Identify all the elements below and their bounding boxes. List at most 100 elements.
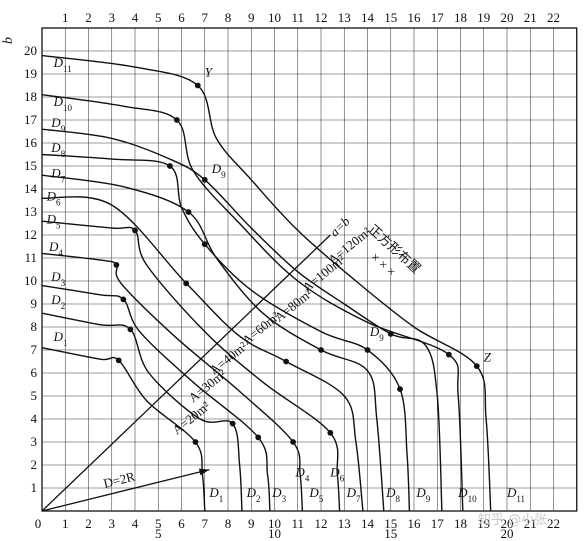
curve-label-subscript: 10: [468, 494, 478, 504]
x-tick-label: 21: [524, 516, 537, 531]
top-tick-label: 12: [315, 10, 328, 25]
curve-d3: [41, 284, 271, 512]
curve-label-subscript: 7: [356, 494, 361, 504]
curve-point-d4: [113, 262, 120, 268]
top-tick-label: 13: [338, 10, 351, 25]
curve-point-d9: [201, 176, 208, 183]
x-tick-label: 18: [454, 516, 467, 531]
curve-label-subscript: 5: [319, 494, 324, 504]
curve-label-subscript: 8: [61, 149, 66, 159]
top-tick-label: 7: [202, 10, 209, 25]
curve-label-letter: D: [50, 269, 61, 284]
curve-label-subscript: 2: [61, 301, 66, 311]
y-tick-label: 11: [24, 250, 37, 265]
curve-label-subscript: 7: [61, 175, 66, 185]
curve-point-d3: [255, 434, 262, 441]
curve-label: D8: [385, 485, 400, 504]
curve-label: D3: [50, 269, 65, 288]
curve-label-subscript: 6: [56, 198, 61, 208]
y-tick-label: 9: [31, 296, 38, 311]
y-tick-label: 14: [24, 181, 38, 196]
curve-label-letter: D: [506, 485, 517, 500]
y-tick-label: 13: [24, 204, 37, 219]
curve-label: D9: [415, 485, 430, 504]
curve-label-letter: D: [308, 485, 319, 500]
top-tick-label: 19: [477, 10, 490, 25]
curve-layer: [41, 54, 492, 512]
top-tick-label: 3: [109, 10, 116, 25]
curve-d4: [41, 252, 304, 512]
tick-labels: 0 1 2 3 4 5 6 7 8 9 10 11 12 13 14 15 16 17 18 19 20 21 221 2 3 4…: [24, 10, 560, 541]
x-tick-label-secondary: 5: [155, 526, 162, 541]
curve-point-d2: [229, 420, 236, 427]
curve-label: D2: [50, 292, 65, 311]
y-tick-label: 19: [24, 66, 37, 81]
curve-label: D11: [53, 55, 72, 74]
x-tick-label: 14: [361, 516, 375, 531]
x-tick-label: 2: [85, 516, 92, 531]
curve-d10: [41, 94, 464, 512]
curve-label: D5: [46, 212, 61, 231]
curve-label-letter: D: [415, 485, 426, 500]
curve-point-d3: [120, 296, 127, 303]
y-tick-label: 6: [31, 365, 38, 380]
curve-d2: [41, 312, 243, 512]
curve-label-letter: D: [329, 465, 340, 480]
curve-label: D6: [46, 189, 61, 208]
curve-label-letter: D: [208, 485, 219, 500]
curve-label: D11: [506, 485, 525, 504]
top-tick-label: 9: [248, 10, 255, 25]
curve-point-d4: [290, 439, 296, 445]
curve-label-subscript: 9: [221, 170, 226, 180]
top-tick-label: 8: [225, 10, 232, 25]
x-tick-label: 13: [338, 516, 351, 531]
x-tick-label: 15: [384, 516, 397, 531]
curve-label: D2: [246, 485, 261, 504]
curve-label-subscript: 4: [305, 474, 310, 484]
curve-label-letter: D: [53, 94, 64, 109]
y-tick-label: 15: [24, 158, 37, 173]
curve-label-letter: D: [50, 115, 61, 130]
curve-point-d2: [127, 326, 134, 333]
curve-label: D10: [457, 485, 477, 504]
curve-point-d1: [192, 439, 199, 445]
curve-label-letter: D: [46, 189, 57, 204]
y-tick-label: 10: [24, 273, 37, 288]
y-tick-label: 17: [24, 112, 38, 127]
curve-label-subscript: 11: [63, 64, 72, 74]
curve-point-d8: [166, 163, 173, 169]
curve-label: D9: [50, 115, 65, 134]
curve-label: D9: [369, 324, 384, 343]
curve-label: D4: [48, 239, 63, 258]
top-tick-label: 5: [155, 10, 162, 25]
x-tick-label: 4: [132, 516, 139, 531]
x-tick-label: 6: [178, 516, 185, 531]
curve-label-subscript: 1: [63, 338, 68, 348]
curve-label: D7: [346, 485, 361, 504]
curve-label-subscript: 10: [63, 103, 73, 113]
x-tick-label-secondary: 10: [268, 526, 281, 541]
curve-label-letter: D: [50, 140, 61, 155]
top-tick-label: 18: [454, 10, 467, 25]
curve-label-letter: D: [385, 485, 396, 500]
y-tick-label: 4: [31, 411, 38, 426]
curve-label: D1: [208, 485, 223, 504]
y-tick-label: 5: [31, 388, 38, 403]
x-tick-label-secondary: 20: [501, 526, 514, 541]
curve-point-d6: [283, 358, 290, 365]
x-tick-label: 1: [62, 516, 69, 531]
curve-point-d7: [185, 209, 192, 215]
x-tick-label: 19: [477, 516, 490, 531]
plot-frame: [41, 27, 578, 512]
curve-label-letter: D: [211, 161, 222, 176]
curve-label-letter: D: [53, 55, 64, 70]
curve-point-d8: [364, 347, 371, 353]
y-tick-label: 1: [31, 480, 38, 495]
x-tick-label: 7: [202, 516, 209, 531]
curve-label-subscript: 5: [56, 221, 61, 231]
y-tick-label: 3: [31, 434, 38, 449]
curve-label-letter: D: [271, 485, 282, 500]
curve-label: D8: [50, 140, 65, 159]
x-tick-label: 9: [248, 516, 255, 531]
